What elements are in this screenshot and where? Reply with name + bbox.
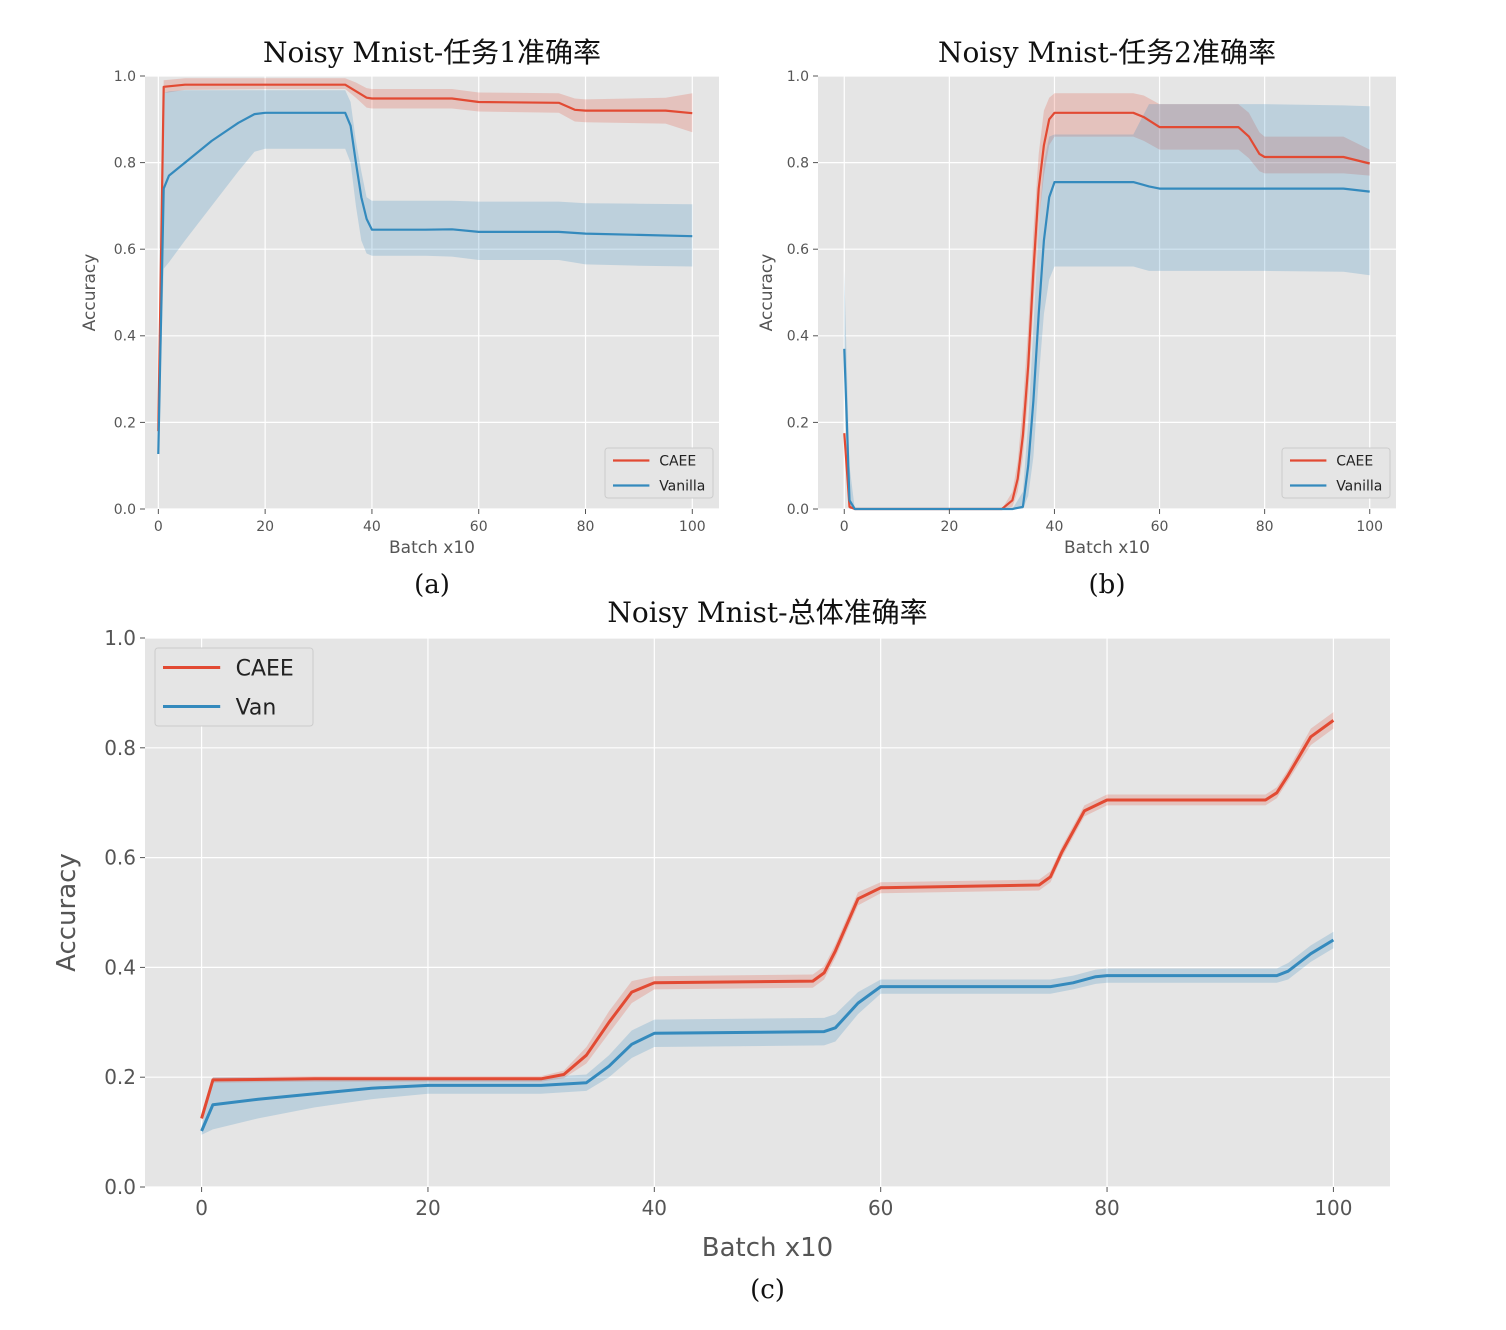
series-line-caee [843, 111, 1370, 511]
x-axis-label: Batch x10 [702, 1233, 833, 1263]
x-axis-label: Batch x10 [1064, 538, 1150, 558]
x-tick-label: 80 [1256, 519, 1274, 535]
x-tick-label: 100 [679, 519, 706, 535]
y-axis-label: Accuracy [52, 853, 82, 972]
chart-title: Noisy Mnist-任务2准确率 [938, 36, 1276, 69]
legend: CAEE Vanilla [1281, 447, 1391, 499]
y-tick-label: 0.0 [104, 1175, 136, 1199]
x-tick-label: 60 [470, 519, 488, 535]
x-tick-label: 20 [415, 1196, 440, 1220]
plot-background [145, 76, 719, 509]
x-axis-label: Batch x10 [389, 538, 475, 558]
legend-label-vanilla: Vanilla [659, 479, 705, 495]
y-tick-label: 0.4 [114, 329, 136, 345]
y-tick-label: 0.0 [114, 502, 136, 518]
x-tick-label: 0 [840, 519, 849, 535]
confidence-band-vanilla [158, 90, 693, 458]
chart-title: Noisy Mnist-总体准确率 [607, 596, 927, 629]
series-line-van [200, 938, 1335, 1132]
chart-a: 0 20 40 60 80 100 0.0 0.2 0.4 0.6 0.8 1.0 Batch x10 A… [80, 36, 719, 600]
figure-caption: (a) [414, 570, 450, 600]
legend-label-vanilla: Vanilla [1336, 479, 1382, 495]
confidence-band-caee [158, 78, 693, 436]
x-tick-label: 40 [363, 519, 381, 535]
legend-label-caee: CAEE [236, 656, 294, 681]
y-tick-label: 0.2 [104, 1065, 136, 1089]
legend: CAEE Vanilla [604, 447, 714, 499]
plot-background [145, 638, 1390, 1187]
legend-label-caee: CAEE [659, 454, 696, 470]
x-tick-label: 40 [642, 1196, 667, 1220]
x-tick-label: 100 [1314, 1196, 1352, 1220]
series-line-caee [157, 83, 693, 432]
x-tick-label: 60 [1151, 519, 1169, 535]
x-tick-label: 20 [256, 519, 274, 535]
y-tick-label: 0.0 [787, 502, 809, 518]
x-tick-label: 60 [868, 1196, 893, 1220]
y-tick-label: 0.8 [114, 156, 136, 172]
chart-c: 0 20 40 60 80 100 0.0 0.2 0.4 0.6 0.8 1.0 Batch x10 A… [52, 596, 1390, 1305]
y-axis-label: Accuracy [80, 254, 100, 332]
y-tick-label: 1.0 [787, 69, 809, 85]
y-tick-label: 0.6 [104, 846, 136, 870]
x-tick-label: 20 [940, 519, 958, 535]
figure-caption: (b) [1089, 570, 1126, 600]
x-tick-label: 0 [195, 1196, 208, 1220]
y-tick-label: 0.2 [114, 415, 136, 431]
x-tick-label: 0 [154, 519, 163, 535]
legend: CAEE Van [154, 647, 314, 727]
y-tick-label: 0.6 [787, 242, 809, 258]
x-tick-label: 80 [577, 519, 595, 535]
confidence-band-vanilla [844, 104, 1370, 509]
y-tick-label: 0.2 [787, 415, 809, 431]
series-line-caee [200, 719, 1335, 1119]
chart-b: 0 20 40 60 80 100 0.0 0.2 0.4 0.6 0.8 1.0 Batch x10 A… [757, 36, 1396, 600]
chart-title: Noisy Mnist-任务1准确率 [263, 36, 601, 69]
y-tick-label: 0.4 [787, 329, 809, 345]
y-tick-label: 0.8 [104, 736, 136, 760]
plot-background [818, 76, 1396, 509]
figure-caption: (c) [750, 1275, 785, 1305]
x-tick-label: 100 [1356, 519, 1383, 535]
y-tick-label: 1.0 [114, 69, 136, 85]
y-axis-label: Accuracy [757, 254, 777, 332]
series-line-vanilla [157, 111, 693, 455]
series-line-vanilla [843, 181, 1370, 511]
x-tick-label: 40 [1046, 519, 1064, 535]
x-tick-label: 80 [1094, 1196, 1119, 1220]
legend-label-van: Van [236, 695, 277, 720]
y-tick-label: 1.0 [104, 626, 136, 650]
y-tick-label: 0.6 [114, 242, 136, 258]
y-tick-label: 0.4 [104, 955, 136, 979]
legend-label-caee: CAEE [1336, 454, 1373, 470]
y-tick-label: 0.8 [787, 156, 809, 172]
